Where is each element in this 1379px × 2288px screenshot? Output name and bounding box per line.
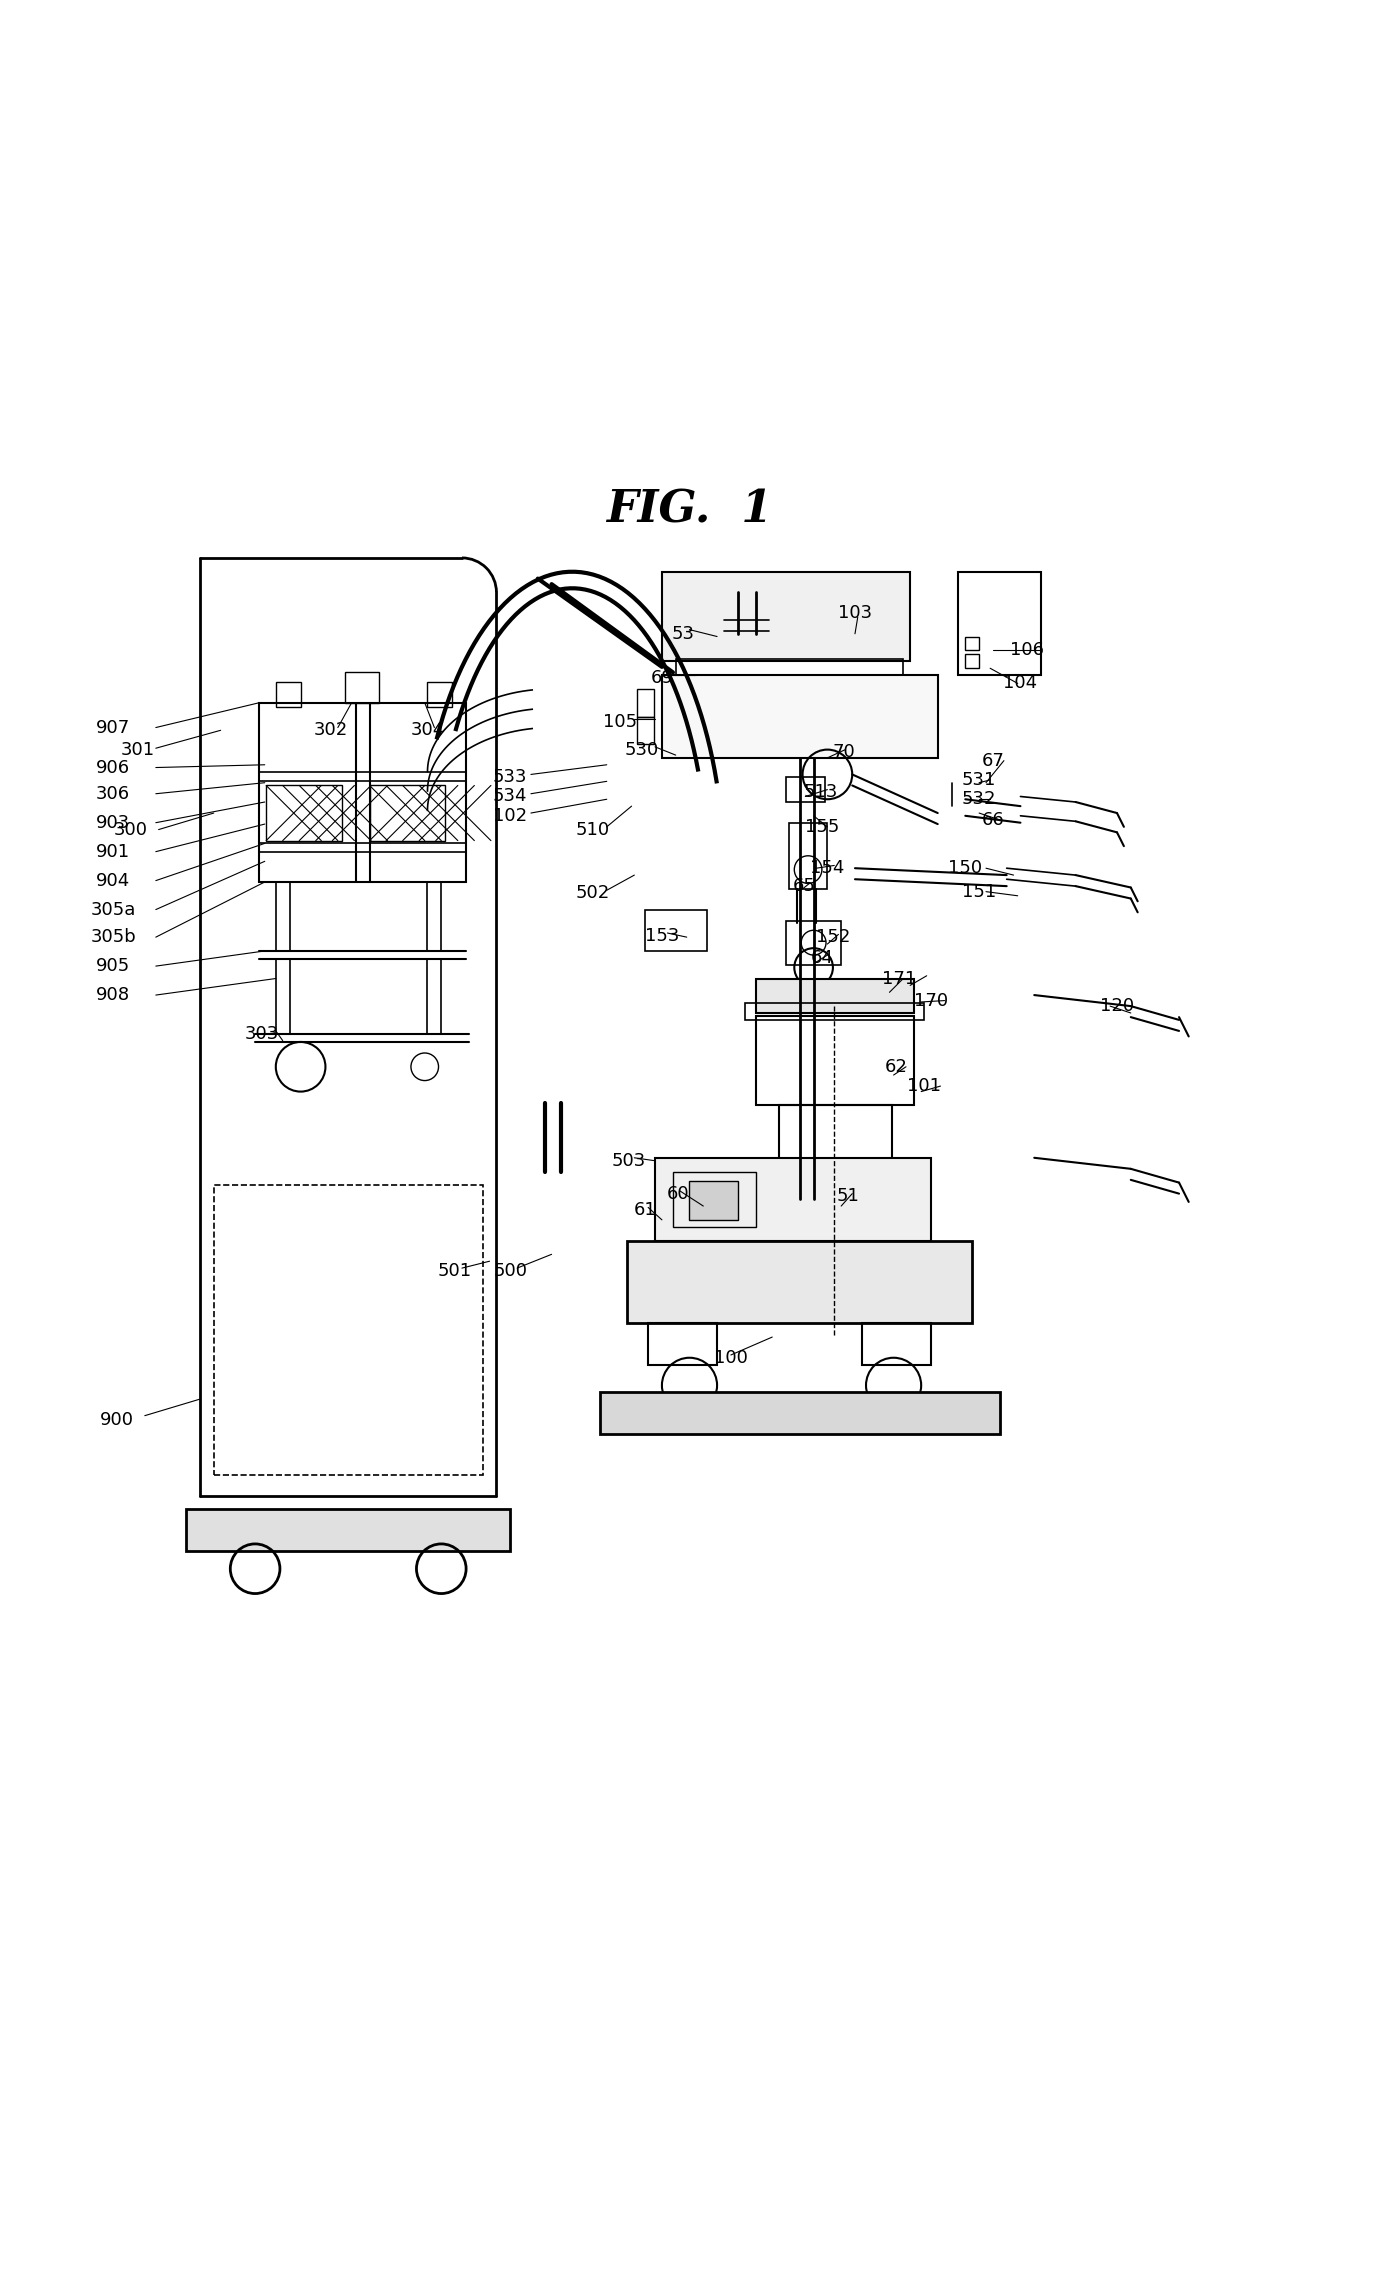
Bar [756,979,914,1014]
Text: 70: 70 [833,744,855,762]
Text: 513: 513 [804,782,837,801]
Text: 500: 500 [494,1263,527,1279]
Bar [662,572,910,661]
Text: 67: 67 [982,753,1004,769]
Text: 65: 65 [793,876,815,895]
Text: 531: 531 [963,771,996,789]
Text: 103: 103 [838,604,872,622]
Text: 903: 903 [97,815,130,833]
Text: 303: 303 [245,1025,279,1043]
Text: 64: 64 [811,950,833,968]
Bar [958,572,1041,675]
Text: 152: 152 [816,929,849,947]
Bar [427,682,452,707]
Text: 907: 907 [97,718,130,737]
Bar [627,1240,972,1322]
Text: 532: 532 [961,789,997,808]
Bar [186,1510,510,1551]
Text: 150: 150 [949,860,982,876]
Text: 503: 503 [612,1151,645,1169]
Text: 510: 510 [576,821,610,840]
Bar [259,702,466,881]
Text: 61: 61 [634,1201,656,1220]
Bar [789,824,827,888]
Bar [662,675,938,757]
Text: 69: 69 [651,668,673,686]
Text: 906: 906 [97,760,130,776]
Text: 530: 530 [625,741,658,760]
Bar [345,673,379,702]
Bar [756,1016,914,1105]
Bar [965,654,979,668]
Text: 904: 904 [97,872,130,890]
Text: 100: 100 [714,1348,747,1366]
Text: 533: 533 [492,769,528,787]
Text: 120: 120 [1100,998,1134,1016]
Text: 53: 53 [672,625,694,643]
Bar [637,716,654,744]
Bar [370,785,445,840]
Bar [745,1004,924,1020]
Text: 302: 302 [314,721,348,739]
Bar [637,689,654,716]
Bar [648,1322,717,1364]
Bar [786,778,825,803]
Text: 502: 502 [576,883,610,901]
Text: 154: 154 [811,860,844,876]
Text: 908: 908 [97,986,130,1004]
Text: 170: 170 [914,991,947,1009]
Text: 306: 306 [97,785,130,803]
Bar [645,911,707,952]
Text: 60: 60 [667,1185,690,1203]
Bar [965,636,979,650]
Text: 534: 534 [492,787,528,805]
Bar [214,1185,483,1476]
Bar [600,1391,1000,1435]
Bar [655,1158,931,1240]
Bar [276,682,301,707]
Text: 301: 301 [121,741,154,760]
Text: 105: 105 [604,714,637,732]
Bar [786,920,841,966]
Text: 102: 102 [494,808,527,824]
Text: 300: 300 [114,821,148,840]
Text: 501: 501 [439,1263,472,1279]
Bar [673,1171,756,1226]
Text: 171: 171 [883,970,916,988]
Text: 305b: 305b [90,929,137,947]
Text: 66: 66 [982,810,1004,828]
Text: FIG.  1: FIG. 1 [607,487,772,531]
Text: 900: 900 [101,1412,134,1428]
Text: 104: 104 [1004,675,1037,693]
Text: 62: 62 [885,1057,907,1075]
Bar [862,1322,931,1364]
Text: 153: 153 [645,927,678,945]
Text: 901: 901 [97,842,130,860]
Bar [676,659,903,675]
Text: 51: 51 [837,1187,859,1206]
Text: 905: 905 [97,956,130,975]
Text: 304: 304 [411,721,444,739]
Text: 106: 106 [1011,641,1044,659]
Text: 305a: 305a [91,901,135,917]
Text: 101: 101 [907,1078,940,1096]
Bar [690,1181,738,1220]
Bar [779,1105,892,1171]
Text: 151: 151 [963,883,996,901]
Text: 155: 155 [805,817,838,835]
Bar [266,785,342,840]
